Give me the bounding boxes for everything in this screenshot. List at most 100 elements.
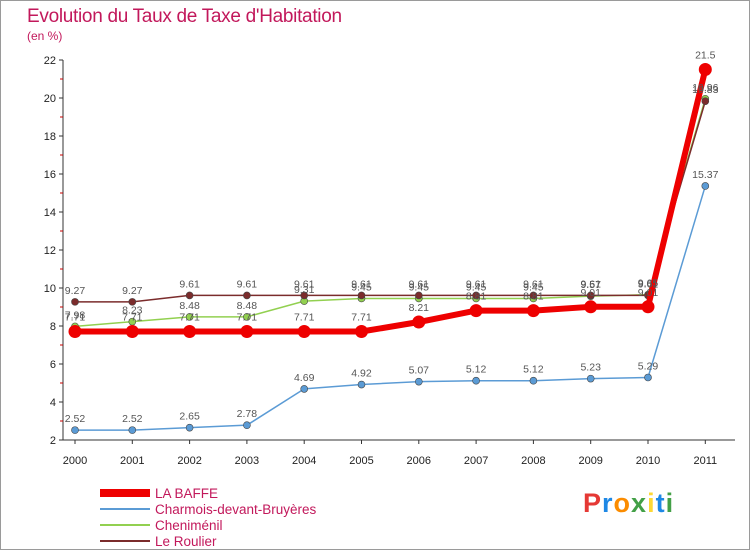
data-label-le-roulier: 9.27 <box>122 285 143 297</box>
data-point-la-baffe <box>297 325 311 339</box>
data-point-chenimenil <box>185 313 194 321</box>
legend-swatch-charmois <box>100 508 150 510</box>
data-label-la-baffe: 9.01 <box>580 287 601 299</box>
data-label-charmois: 5.12 <box>466 364 487 376</box>
data-label-chenimenil: 9.31 <box>294 284 315 296</box>
data-label-la-baffe: 7.71 <box>179 312 200 324</box>
data-point-chenimenil <box>243 313 251 321</box>
x-tick-label: 2001 <box>120 455 144 467</box>
data-label-le-roulier: 9.61 <box>638 278 659 290</box>
data-label-la-baffe: 7.71 <box>237 312 258 324</box>
y-tick-label: 18 <box>44 131 56 143</box>
y-tick-label: 10 <box>44 283 56 295</box>
legend-item-charmois: Charmois-devant-Bruyères <box>100 501 316 517</box>
y-tick-label: 8 <box>50 321 56 333</box>
logo-letter: o <box>613 488 632 518</box>
data-label-la-baffe: 8.21 <box>409 302 430 314</box>
series-line-charmois <box>75 185 707 431</box>
x-tick-label: 2011 <box>693 455 717 467</box>
data-label-charmois: 2.65 <box>179 411 200 423</box>
data-point-charmois <box>357 380 366 389</box>
data-point-le-roulier <box>586 291 595 300</box>
data-label-chenimenil: 7.98 <box>65 309 86 321</box>
data-point-charmois <box>414 377 423 386</box>
logo-letter: r <box>602 488 614 518</box>
data-point-le-roulier <box>185 291 194 300</box>
data-label-la-baffe: 21.5 <box>695 50 716 62</box>
data-label-le-roulier: 9.61 <box>580 278 601 290</box>
data-point-la-baffe <box>698 63 712 76</box>
x-tick-label: 2008 <box>521 455 545 467</box>
data-point-charmois <box>185 423 194 432</box>
data-point-la-baffe <box>183 325 197 339</box>
data-label-charmois: 15.37 <box>692 169 718 181</box>
chart-title: Evolution du Taux de Taxe d'Habitation <box>27 6 342 27</box>
y-tick-label: 16 <box>44 169 56 181</box>
x-tick-label: 2003 <box>235 455 259 467</box>
logo-letter: t <box>655 488 666 518</box>
data-label-la-baffe: 7.71 <box>122 312 143 324</box>
data-label-charmois: 5.07 <box>409 365 430 377</box>
legend-label-le-roulier: Le Roulier <box>155 533 217 549</box>
data-label-chenimenil: 8.48 <box>179 300 200 312</box>
data-label-la-baffe: 7.71 <box>294 312 315 324</box>
y-tick-label: 20 <box>44 93 56 105</box>
legend: LA BAFFE Charmois-devant-Bruyères Chenim… <box>100 485 316 549</box>
data-point-charmois <box>71 426 79 434</box>
data-label-le-roulier: 9.61 <box>409 278 430 290</box>
data-label-la-baffe: 7.71 <box>351 312 372 324</box>
data-point-la-baffe <box>68 325 82 339</box>
data-point-le-roulier <box>414 291 423 300</box>
data-label-chenimenil: 8.48 <box>237 300 258 312</box>
legend-label-charmois: Charmois-devant-Bruyères <box>155 501 317 517</box>
legend-item-chenimenil: Cheniménil <box>100 517 316 533</box>
data-point-la-baffe <box>526 304 540 318</box>
data-point-charmois <box>701 182 710 190</box>
data-point-la-baffe <box>355 325 368 339</box>
data-label-charmois: 4.92 <box>351 368 372 380</box>
unit-label: (en %) <box>27 29 63 43</box>
data-label-chenimenil: 9.45 <box>409 281 430 293</box>
data-label-chenimenil: 9.45 <box>523 281 544 293</box>
data-label-charmois: 4.69 <box>294 372 315 384</box>
logo-letter: i <box>665 488 675 518</box>
data-point-le-roulier <box>71 298 79 306</box>
y-tick-label: 12 <box>44 245 56 257</box>
data-label-chenimenil: 9.45 <box>351 281 372 293</box>
data-point-le-roulier <box>128 298 137 306</box>
data-point-la-baffe <box>125 325 139 339</box>
data-point-la-baffe <box>240 325 254 339</box>
x-tick-label: 2002 <box>177 455 201 467</box>
x-tick-label: 2007 <box>464 455 488 467</box>
data-point-la-baffe <box>584 300 598 314</box>
data-point-charmois <box>644 373 652 382</box>
data-label-la-baffe: 9.01 <box>638 287 659 299</box>
logo-letter: i <box>647 488 656 518</box>
legend-swatch-le-roulier <box>100 540 150 542</box>
data-point-le-roulier <box>357 291 366 300</box>
data-point-charmois <box>243 421 251 429</box>
legend-swatch-la-baffe <box>100 489 150 497</box>
data-label-le-roulier: 9.61 <box>294 278 315 290</box>
data-label-chenimenil: 9.45 <box>466 281 487 293</box>
y-tick-label: 6 <box>50 359 56 371</box>
data-label-la-baffe: 7.71 <box>65 312 86 324</box>
data-point-charmois <box>529 376 538 385</box>
logo-letter: P <box>583 488 603 518</box>
data-label-charmois: 5.12 <box>523 364 544 376</box>
legend-item-le-roulier: Le Roulier <box>100 533 316 549</box>
data-point-la-baffe <box>469 304 483 318</box>
proxiti-logo: Proxiti <box>583 488 674 519</box>
data-label-chenimenil: 9.65 <box>638 278 659 290</box>
data-point-charmois <box>128 426 137 434</box>
legend-label-la-baffe: LA BAFFE <box>155 485 219 501</box>
data-label-le-roulier: 9.61 <box>523 278 544 290</box>
data-label-charmois: 5.23 <box>580 362 601 374</box>
data-label-la-baffe: 8.81 <box>523 291 544 303</box>
legend-label-chenimenil: Cheniménil <box>155 517 223 533</box>
legend-item-la-baffe: LA BAFFE <box>100 485 316 501</box>
data-point-charmois <box>472 376 480 385</box>
data-label-le-roulier: 9.61 <box>466 278 487 290</box>
x-tick-label: 2009 <box>578 455 602 467</box>
